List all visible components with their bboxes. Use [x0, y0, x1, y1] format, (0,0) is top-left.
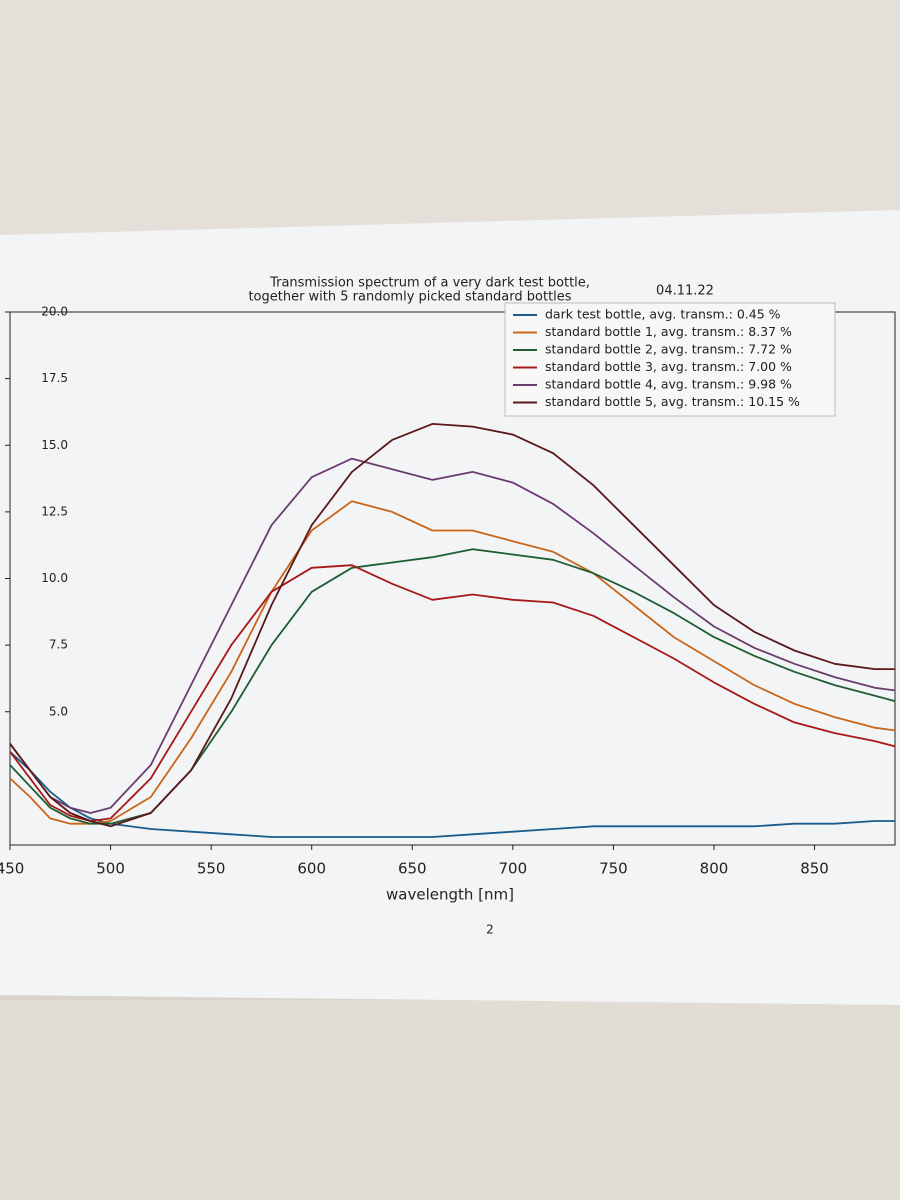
- y-tick-label: 7.5: [49, 638, 68, 652]
- y-tick-label: 15.0: [41, 438, 68, 452]
- x-tick-label: 600: [297, 860, 326, 878]
- chart-subtitle: together with 5 randomly picked standard…: [248, 290, 571, 305]
- x-tick-label: 800: [700, 860, 729, 878]
- x-axis-label: wavelength [nm]: [386, 886, 514, 904]
- legend-box: [504, 302, 836, 417]
- x-tick-label: 500: [96, 860, 125, 878]
- y-tick-label: 17.5: [41, 371, 68, 385]
- legend-label: standard bottle 2, avg. transm.: 7.72 %: [545, 342, 792, 357]
- table-surface: [0, 1000, 900, 1200]
- x-tick-label: 700: [499, 860, 528, 878]
- y-tick-label: 12.5: [41, 504, 68, 518]
- x-tick-label: 550: [197, 860, 226, 878]
- date: 04.11.22: [656, 284, 714, 299]
- table-surface: [0, 0, 900, 235]
- x-tick-label: 450: [0, 860, 24, 878]
- x-tick-label: 650: [398, 860, 427, 878]
- page-number: 2: [486, 923, 494, 937]
- y-tick-label: 20.0: [41, 305, 68, 319]
- series-line: [9, 548, 896, 825]
- x-tick-label: 850: [800, 860, 829, 878]
- series-line: [9, 564, 896, 822]
- series-line: [9, 423, 895, 828]
- legend-label: standard bottle 1, avg. transm.: 8.37 %: [545, 324, 792, 339]
- y-tick-label: 10.0: [41, 571, 68, 585]
- legend-label: dark test bottle, avg. transm.: 0.45 %: [545, 307, 781, 322]
- chart-title: Transmission spectrum of a very dark tes…: [269, 276, 590, 291]
- legend-label: standard bottle 4, avg. transm.: 9.98 %: [545, 377, 792, 392]
- y-tick-label: 5.0: [49, 704, 68, 718]
- series-line: [9, 751, 895, 838]
- x-tick-label: 750: [599, 860, 628, 878]
- legend-label: standard bottle 3, avg. transm.: 7.00 %: [545, 359, 792, 374]
- series-line: [9, 457, 896, 814]
- legend-label: standard bottle 5, avg. transm.: 10.15 %: [545, 394, 800, 409]
